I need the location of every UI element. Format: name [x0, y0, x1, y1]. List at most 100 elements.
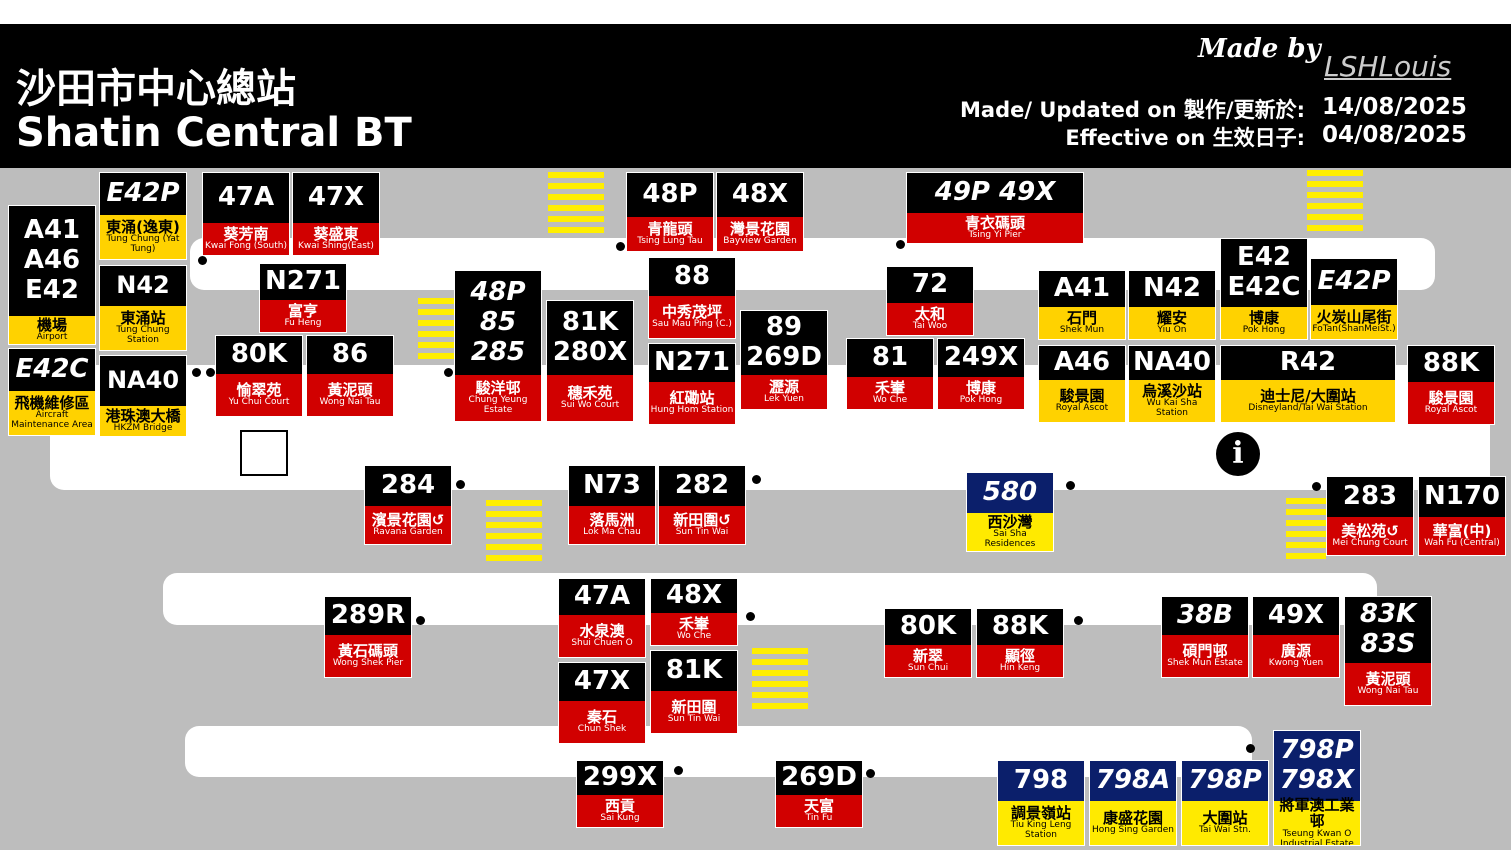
- destination-zh: 天富: [803, 796, 834, 815]
- route-numbers: 798P: [1182, 761, 1268, 801]
- destination-zh: 秦石: [586, 707, 617, 726]
- destination: 水泉澳 Shui Chuen O: [559, 615, 645, 657]
- destination-en: Airport: [36, 332, 68, 343]
- destination-zh: 穗禾苑: [567, 383, 613, 402]
- route-number: 86: [331, 339, 369, 370]
- stop-marker: [752, 475, 761, 484]
- destination-zh: 禾輋: [874, 378, 905, 397]
- route-numbers: 283: [1327, 477, 1413, 517]
- destination: 黃泥頭 Wong Nai Tau: [1345, 663, 1431, 705]
- destination: 駿景園 Royal Ascot: [1408, 382, 1494, 424]
- stop-marker: [1074, 616, 1083, 625]
- route-number: E42: [25, 274, 79, 305]
- destination-en: Tung Chung Station: [116, 325, 170, 346]
- destination-en: HKZM Bridge: [113, 423, 173, 434]
- route-sign: 283 美松苑↺ Mei Chung Court: [1326, 476, 1414, 556]
- destination: 火炭山尾街 FoTan(ShanMeiSt.): [1311, 305, 1397, 339]
- destination-en: Sai Sha Residences: [984, 529, 1036, 550]
- destination-zh: 大圍站: [1202, 808, 1248, 827]
- destination-zh: 調景嶺站: [1010, 803, 1071, 822]
- route-number: 48P: [470, 277, 526, 308]
- route-number: E42C: [1227, 272, 1301, 302]
- route-number: N170: [1423, 481, 1501, 512]
- stop-marker: [456, 480, 465, 489]
- route-numbers: 86: [307, 336, 393, 374]
- destination-en: Sun Tin Wai: [675, 527, 729, 538]
- destination-zh: 黃石碼頭: [337, 641, 398, 660]
- route-numbers: N271: [649, 344, 735, 382]
- destination-en: Tsing Yi Pier: [968, 230, 1022, 241]
- route-numbers: 798P 798X: [1274, 731, 1360, 801]
- author: LSHLouis: [1324, 50, 1452, 83]
- route-sign: 89 269D 瀝源 Lek Yuen: [740, 310, 828, 410]
- route-number: 284: [380, 470, 436, 501]
- destination-zh: 濱景花園↺: [371, 510, 445, 529]
- destination-zh: 葵盛東: [313, 224, 359, 243]
- stop-marker: [896, 240, 905, 249]
- destination-zh: 耀安: [1156, 308, 1187, 327]
- destination: 顯徑 Hin Keng: [977, 645, 1063, 677]
- destination-zh: 顯徑: [1004, 646, 1035, 665]
- destination-en: Kwai Fong (South): [205, 241, 287, 252]
- destination: 愉翠苑 Yu Chui Court: [216, 374, 302, 416]
- route-sign: 38B 碩門邨 Shek Mun Estate: [1161, 596, 1249, 678]
- route-sign: 80K 新翠 Sun Chui: [884, 608, 972, 678]
- route-numbers: 284: [365, 466, 451, 506]
- route-sign: A41 石門 Shek Mun: [1038, 270, 1126, 340]
- destination-zh: 機場: [36, 315, 67, 334]
- destination: 迪士尼/大圍站 Disneyland/Tai Wai Station: [1221, 380, 1395, 422]
- destination-zh: 迪士尼/大圍站: [1260, 386, 1356, 405]
- route-number: E42: [1237, 242, 1291, 273]
- destination-zh: 新田圍↺: [673, 510, 731, 529]
- destination-zh: 青衣碼頭: [964, 213, 1025, 232]
- destination: 天富 Tin Fu: [776, 795, 862, 827]
- destination-zh: 石門: [1066, 308, 1097, 327]
- route-number: N42: [1143, 273, 1201, 304]
- route-number: 47A: [573, 581, 631, 612]
- destination-en: Yiu On: [1157, 325, 1187, 336]
- destination-zh: 博康: [1248, 308, 1279, 327]
- destination-en: Tai Wai Stn.: [1199, 825, 1251, 836]
- destination-en: Kwai Shing(East): [298, 241, 374, 252]
- route-numbers: 299X: [577, 761, 663, 795]
- destination-zh: 水泉澳: [579, 621, 625, 640]
- route-number: 80K: [899, 611, 957, 642]
- stop-marker: [866, 769, 875, 778]
- route-numbers: 83K 83S: [1345, 597, 1431, 663]
- route-number: 299X: [582, 762, 658, 793]
- destination-en: Tseung Kwan O Industrial Estate: [1280, 828, 1354, 846]
- destination: 新翠 Sun Chui: [885, 645, 971, 677]
- destination-en: Wo Che: [872, 395, 908, 406]
- route-sign: 80K 愉翠苑 Yu Chui Court: [215, 335, 303, 417]
- destination-en: Wong Nai Tau: [319, 397, 381, 408]
- route-number: 49X: [1267, 600, 1325, 631]
- route-numbers: 798: [998, 761, 1084, 801]
- destination-en: Shui Chuen O: [571, 638, 633, 649]
- destination-zh: 青龍頭: [647, 219, 693, 238]
- destination-en: Sai Kung: [600, 813, 640, 824]
- stop-marker: [1312, 482, 1321, 491]
- route-number: A41: [23, 215, 81, 246]
- route-sign: 47X 葵盛東 Kwai Shing(East): [292, 172, 380, 256]
- stop-marker: [444, 368, 453, 377]
- destination: 禾輋 Wo Che: [651, 613, 737, 645]
- route-numbers: 48P 85 285: [455, 271, 541, 375]
- route-number: 47X: [573, 666, 631, 697]
- destination-en: Royal Ascot: [1424, 405, 1478, 416]
- destination: 烏溪沙站 Wu Kai Sha Station: [1129, 380, 1215, 422]
- route-numbers: 282: [659, 466, 745, 506]
- route-sign: 81K 280X 穗禾苑 Sui Wo Court: [546, 300, 634, 422]
- route-number: 47X: [307, 182, 365, 213]
- title-zh: 沙田市中心總站: [16, 66, 296, 112]
- route-sign: 47A 水泉澳 Shui Chuen O: [558, 578, 646, 658]
- stop-marker: [674, 766, 683, 775]
- route-numbers: N170: [1419, 477, 1505, 517]
- destination: 葵盛東 Kwai Shing(East): [293, 223, 379, 255]
- route-numbers: 47X: [559, 663, 645, 701]
- route-numbers: E42P: [100, 173, 186, 215]
- destination-zh: 駿洋邨: [475, 378, 521, 397]
- route-number: E42C: [15, 354, 89, 385]
- route-number: 81: [871, 342, 909, 373]
- route-number: 283: [1342, 481, 1398, 512]
